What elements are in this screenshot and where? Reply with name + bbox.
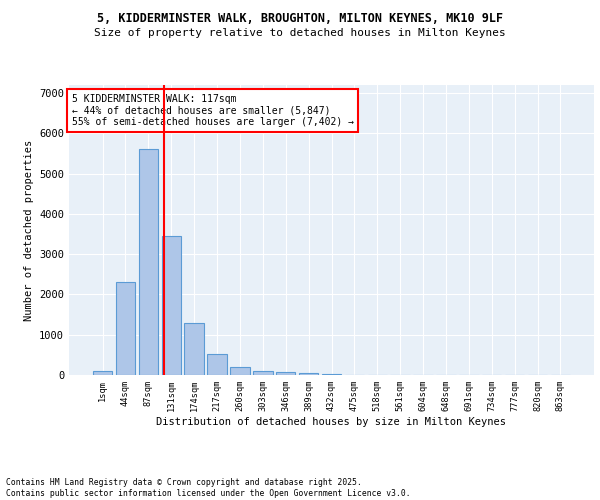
Text: Contains HM Land Registry data © Crown copyright and database right 2025.
Contai: Contains HM Land Registry data © Crown c…	[6, 478, 410, 498]
Bar	[184, 322, 204, 375]
Text: 5 KIDDERMINSTER WALK: 117sqm
← 44% of detached houses are smaller (5,847)
55% of: 5 KIDDERMINSTER WALK: 117sqm ← 44% of de…	[71, 94, 353, 127]
Bar	[276, 372, 295, 375]
X-axis label: Distribution of detached houses by size in Milton Keynes: Distribution of detached houses by size …	[157, 417, 506, 427]
Y-axis label: Number of detached properties: Number of detached properties	[23, 140, 34, 320]
Bar	[208, 354, 227, 375]
Bar	[230, 368, 250, 375]
Bar	[116, 282, 135, 375]
Bar	[253, 371, 272, 375]
Text: Size of property relative to detached houses in Milton Keynes: Size of property relative to detached ho…	[94, 28, 506, 38]
Bar	[139, 150, 158, 375]
Bar	[299, 374, 319, 375]
Text: 5, KIDDERMINSTER WALK, BROUGHTON, MILTON KEYNES, MK10 9LF: 5, KIDDERMINSTER WALK, BROUGHTON, MILTON…	[97, 12, 503, 26]
Bar	[93, 371, 112, 375]
Bar	[161, 236, 181, 375]
Bar	[322, 374, 341, 375]
